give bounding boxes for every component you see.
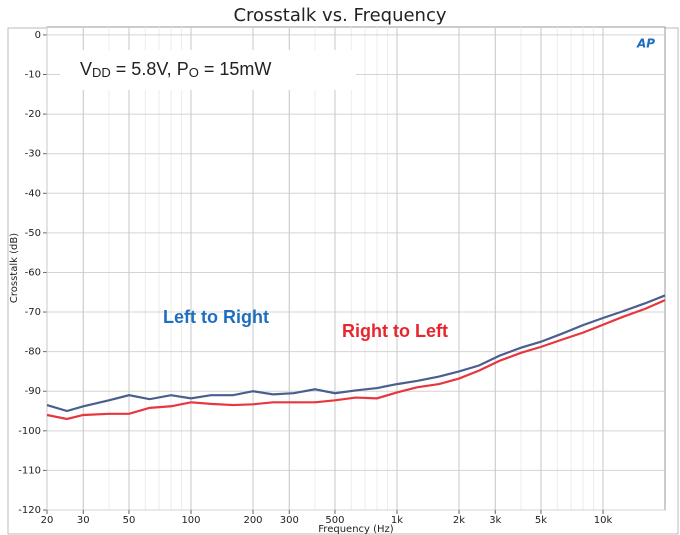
annotation-subscript: DD: [92, 65, 111, 80]
y-tick-label: -60: [25, 267, 41, 278]
chart-title: Crosstalk vs. Frequency: [233, 5, 446, 26]
x-tick-label: 1k: [391, 515, 403, 526]
x-tick-label: 200: [243, 515, 262, 526]
x-tick-label: 100: [181, 515, 200, 526]
x-tick-label: 30: [77, 515, 90, 526]
y-tick-label: -100: [18, 426, 41, 437]
plot-area: [46, 26, 666, 511]
x-tick-label: 10k: [594, 515, 613, 526]
y-axis-label: Crosstalk (dB): [9, 233, 20, 303]
x-tick-label: 50: [123, 515, 136, 526]
y-tick-label: -110: [18, 465, 41, 476]
annotation-part: = 15mW: [199, 59, 272, 79]
series-label: Left to Right: [163, 307, 269, 327]
y-tick-label: -80: [25, 347, 41, 358]
y-tick-label: 0: [35, 30, 41, 41]
y-tick-label: -10: [25, 70, 41, 81]
x-tick-label: 5k: [535, 515, 547, 526]
x-tick-label: 2k: [453, 515, 465, 526]
series-line: [46, 299, 666, 421]
x-tick-label: 20: [41, 515, 54, 526]
x-tick-label: 3k: [489, 515, 501, 526]
annotation-part: = 5.8V, P: [111, 59, 189, 79]
x-tick-label: 500: [325, 515, 344, 526]
y-tick-label: -30: [25, 149, 41, 160]
y-tick-label: -70: [25, 307, 41, 318]
annotation-part: V: [80, 59, 92, 79]
y-tick-label: -40: [25, 188, 41, 199]
y-tick-label: -50: [25, 228, 41, 239]
annotation: VDD = 5.8V, PO = 15mW: [80, 59, 271, 81]
logo: AP: [636, 37, 655, 51]
x-axis-label: Frequency (Hz): [318, 524, 394, 535]
x-tick-label: 300: [280, 515, 299, 526]
y-tick-label: -90: [25, 386, 41, 397]
y-tick-label: -120: [18, 505, 41, 516]
annotation-box: [60, 50, 356, 90]
annotation-subscript: O: [189, 65, 199, 80]
y-tick-label: -20: [25, 109, 41, 120]
series-line: [46, 294, 666, 413]
series-label: Right to Left: [342, 321, 448, 341]
